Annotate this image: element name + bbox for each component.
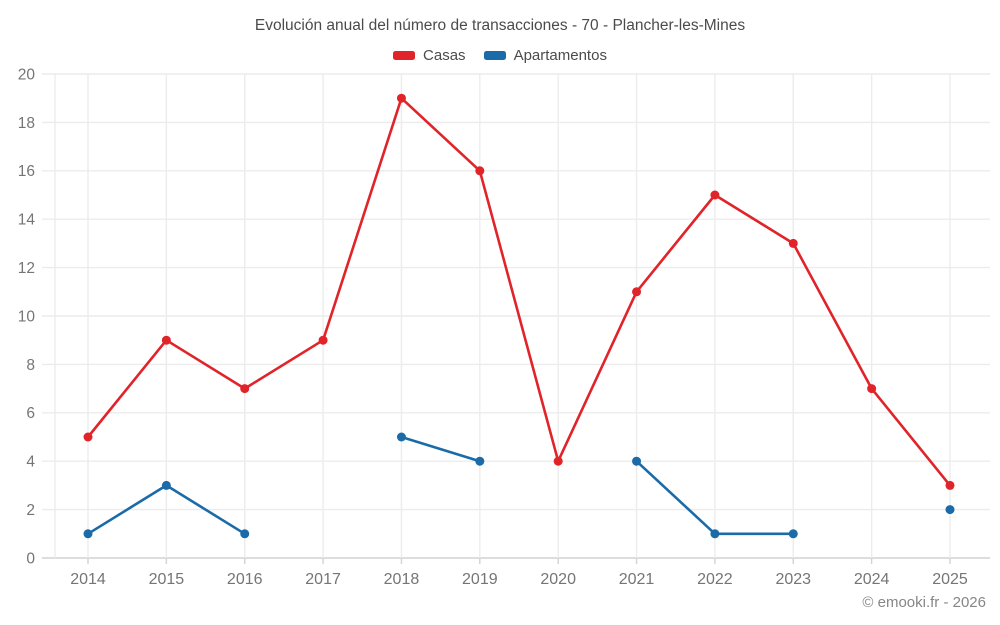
y-tick-label: 6 — [26, 405, 35, 422]
legend-item-apartamentos[interactable]: Apartamentos — [483, 47, 607, 64]
x-tick-label: 2016 — [227, 571, 263, 588]
series-casas-point — [867, 384, 877, 394]
legend-item-casas[interactable]: Casas — [393, 47, 466, 64]
series-casas-point — [83, 432, 93, 442]
x-tick-label: 2018 — [384, 571, 420, 588]
series-apartamentos-line — [400, 435, 482, 463]
x-tick-label: 2025 — [932, 571, 968, 588]
series-casas-point — [318, 335, 328, 345]
x-grid: 2014 2015 2016 2017 2018 2019 2020 2021 2022 2023… — [54, 74, 968, 588]
series-apartamentos-point — [945, 505, 955, 515]
x-tick-label: 2017 — [305, 571, 341, 588]
series-casas-point — [945, 480, 955, 490]
series-casas-point — [475, 166, 485, 176]
x-tick-label: 2020 — [540, 571, 576, 588]
y-tick-label: 14 — [18, 212, 36, 229]
x-tick-label: 2019 — [462, 571, 498, 588]
series-casas-point — [632, 287, 642, 297]
y-tick-label: 10 — [18, 308, 36, 325]
series-apartamentos-point — [632, 456, 642, 466]
y-tick-label: 16 — [18, 163, 35, 180]
x-tick-label: 2023 — [775, 571, 811, 588]
series-apartamentos-point — [396, 432, 406, 442]
x-tick-label: 2021 — [619, 571, 655, 588]
series-casas-point — [161, 335, 171, 345]
series-apartamentos-point — [161, 480, 171, 490]
x-tick-label: 2024 — [854, 571, 890, 588]
series-casas-point — [240, 384, 250, 394]
series-casas-point — [396, 93, 406, 103]
y-tick-label: 12 — [18, 260, 35, 277]
chart-title: Evolución anual del número de transaccio… — [254, 17, 746, 34]
series-apartamentos-point — [83, 529, 93, 539]
y-tick-label: 2 — [26, 502, 35, 519]
x-tick-label: 2022 — [697, 571, 733, 588]
legend-label-apartamentos: Apartamentos — [513, 47, 607, 64]
series-casas-point — [710, 190, 720, 200]
y-tick-label: 20 — [18, 66, 36, 83]
series-casas-point — [788, 238, 798, 248]
y-tick-label: 18 — [18, 115, 35, 132]
legend-swatch-casas — [393, 51, 416, 60]
legend-swatch-apartamentos — [483, 51, 506, 60]
series-casas-point — [553, 456, 563, 466]
y-tick-label: 4 — [26, 454, 35, 471]
y-grid: 0 2 4 6 8 10 12 14 16 18 20 — [18, 66, 990, 567]
series-apartamentos-point — [710, 529, 720, 539]
x-tick-label: 2014 — [70, 571, 106, 588]
series-casas-line — [86, 96, 952, 487]
series-apartamentos-point — [240, 529, 250, 539]
series-apartamentos-point — [788, 529, 798, 539]
series-apartamentos-point — [475, 456, 485, 466]
x-tick-label: 2015 — [149, 571, 185, 588]
legend-label-casas: Casas — [423, 47, 466, 64]
watermark-credit: © emooki.fr - 2026 — [862, 594, 986, 611]
series-casas — [86, 96, 952, 487]
series-apartamentos — [86, 435, 795, 536]
y-tick-label: 0 — [26, 550, 35, 567]
y-tick-label: 8 — [26, 357, 35, 374]
chart-legend: Casas Apartamentos — [0, 47, 1000, 64]
